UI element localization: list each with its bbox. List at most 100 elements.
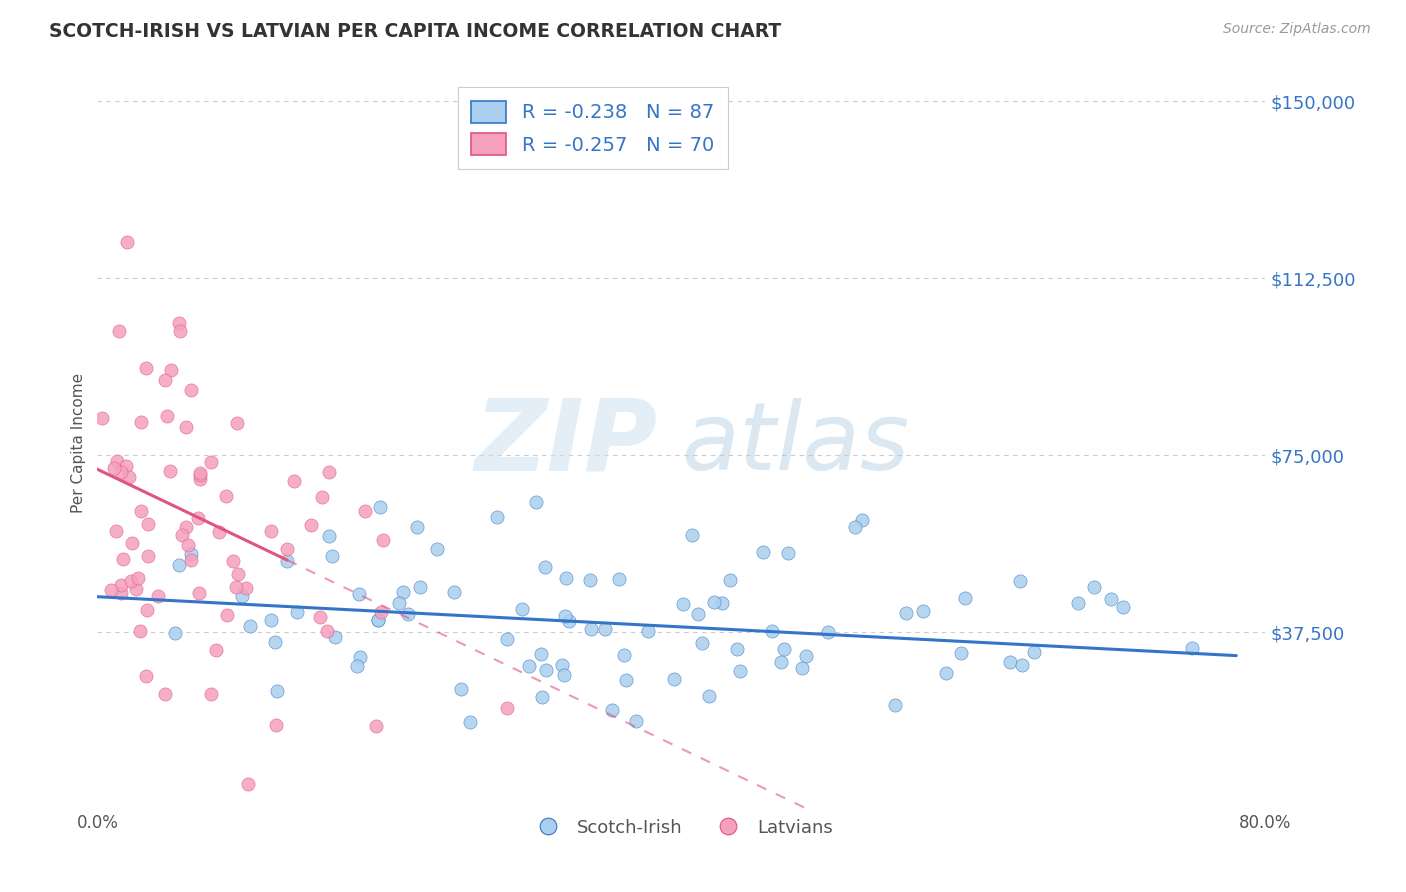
Point — [607, 573, 630, 587]
Point — [136, 517, 159, 532]
Point — [103, 461, 125, 475]
Point — [405, 520, 427, 534]
Point — [458, 715, 481, 730]
Point — [222, 554, 245, 568]
Point — [177, 538, 200, 552]
Y-axis label: Per Capita Income: Per Capita Income — [72, 373, 86, 514]
Point — [681, 528, 703, 542]
Point — [311, 490, 333, 504]
Point — [392, 585, 415, 599]
Point — [558, 614, 581, 628]
Point — [264, 635, 287, 649]
Point — [553, 668, 575, 682]
Point — [790, 661, 813, 675]
Point — [626, 714, 648, 728]
Point — [894, 606, 917, 620]
Point — [710, 596, 733, 610]
Point — [215, 489, 238, 503]
Point — [112, 552, 135, 566]
Point — [108, 324, 131, 338]
Point — [104, 524, 127, 538]
Point — [579, 622, 602, 636]
Point — [129, 624, 152, 638]
Point — [554, 609, 576, 624]
Point — [613, 648, 636, 662]
Point — [770, 655, 793, 669]
Text: ZIP: ZIP — [475, 395, 658, 491]
Point — [388, 596, 411, 610]
Point — [146, 590, 169, 604]
Point — [110, 465, 132, 479]
Point — [637, 624, 659, 639]
Point — [443, 584, 465, 599]
Point — [153, 687, 176, 701]
Point — [672, 597, 695, 611]
Point — [180, 547, 202, 561]
Point — [129, 415, 152, 429]
Point — [205, 642, 228, 657]
Text: atlas: atlas — [682, 398, 910, 489]
Text: Source: ZipAtlas.com: Source: ZipAtlas.com — [1223, 22, 1371, 37]
Point — [91, 411, 114, 425]
Point — [593, 622, 616, 636]
Point — [772, 641, 794, 656]
Point — [512, 602, 534, 616]
Point — [851, 513, 873, 527]
Point — [530, 690, 553, 704]
Point — [751, 545, 773, 559]
Point — [117, 235, 139, 249]
Point — [105, 453, 128, 467]
Point — [309, 610, 332, 624]
Point — [686, 607, 709, 622]
Point — [530, 647, 553, 661]
Point — [884, 698, 907, 713]
Point — [517, 659, 540, 673]
Point — [1067, 596, 1090, 610]
Point — [725, 642, 748, 657]
Point — [370, 605, 392, 619]
Point — [276, 542, 298, 557]
Point — [367, 613, 389, 627]
Point — [110, 585, 132, 599]
Point — [703, 595, 725, 609]
Point — [1022, 645, 1045, 659]
Point — [409, 580, 432, 594]
Point — [364, 719, 387, 733]
Point — [226, 567, 249, 582]
Point — [950, 646, 973, 660]
Point — [299, 517, 322, 532]
Legend: Scotch-Irish, Latvians: Scotch-Irish, Latvians — [523, 812, 839, 844]
Point — [187, 511, 209, 525]
Point — [120, 574, 142, 589]
Point — [276, 553, 298, 567]
Point — [524, 494, 547, 508]
Point — [153, 373, 176, 387]
Point — [1112, 599, 1135, 614]
Point — [323, 630, 346, 644]
Point — [110, 577, 132, 591]
Point — [1083, 580, 1105, 594]
Point — [208, 524, 231, 539]
Point — [266, 684, 288, 698]
Point — [180, 383, 202, 397]
Point — [496, 632, 519, 646]
Point — [1181, 640, 1204, 655]
Point — [135, 669, 157, 683]
Point — [817, 624, 839, 639]
Point — [1000, 655, 1022, 669]
Point — [534, 663, 557, 677]
Point — [534, 560, 557, 574]
Point — [159, 464, 181, 478]
Point — [215, 608, 238, 623]
Point — [135, 603, 157, 617]
Point — [496, 701, 519, 715]
Point — [187, 585, 209, 599]
Point — [450, 681, 472, 696]
Point — [425, 541, 447, 556]
Point — [718, 573, 741, 587]
Point — [367, 613, 389, 627]
Point — [169, 324, 191, 338]
Point — [776, 546, 799, 560]
Point — [121, 535, 143, 549]
Point — [188, 466, 211, 480]
